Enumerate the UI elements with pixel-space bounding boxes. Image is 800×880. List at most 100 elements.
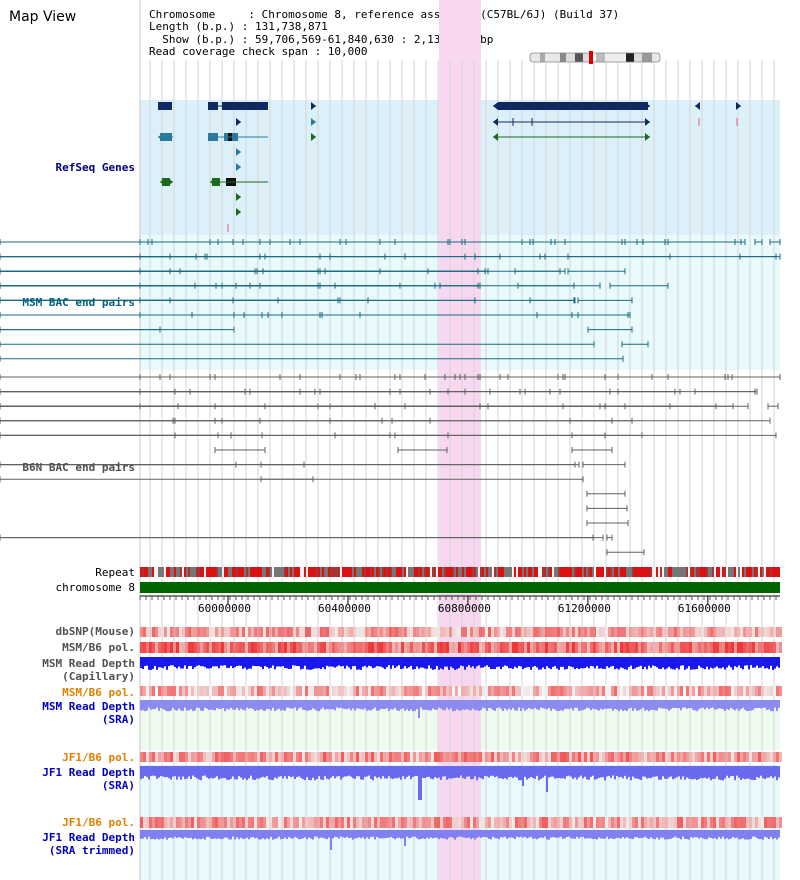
ideogram-band: [566, 53, 575, 62]
repeat-block: [700, 567, 702, 577]
gene-arrow: [645, 102, 650, 110]
dbsnp-strip: [191, 627, 194, 637]
msm-capillary-depth-bar: [196, 657, 198, 666]
jf1-pol-strip-1: [485, 752, 488, 762]
jf1-trimmed-depth-bar: [422, 830, 424, 839]
repeat-block: [488, 567, 490, 577]
jf1-sra-depth-bar: [222, 766, 224, 779]
jf1-pol-strip-1: [347, 752, 350, 762]
repeat-block: [630, 567, 632, 577]
jf1-pol-strip-2: [509, 817, 512, 828]
msm-pol-strip-2: [404, 686, 407, 696]
jf1-pol-strip-2: [659, 817, 662, 828]
jf1-sra-depth-bar: [200, 766, 202, 781]
msm-sra-depth-bar: [308, 700, 310, 711]
gene-arrow: [695, 102, 700, 110]
msm-sra-depth-bar: [424, 700, 426, 710]
msm-pol-strip-2: [476, 686, 479, 696]
dbsnp-strip: [461, 627, 464, 637]
jf1-trimmed-depth-bar: [686, 830, 688, 840]
msm-capillary-depth-bar: [524, 657, 526, 668]
jf1-sra-depth-bar: [236, 766, 238, 780]
jf1-pol-strip-1: [764, 752, 767, 762]
jf1-pol-strip-2: [668, 817, 671, 828]
jf1-pol-strip-1: [494, 752, 497, 762]
msm-pol-strip-2: [500, 686, 503, 696]
msm-sra-depth-bar: [358, 700, 360, 709]
msm-sra-depth-bar: [598, 700, 600, 711]
gene-arrow: [493, 133, 498, 141]
repeat-block: [716, 567, 718, 577]
dbsnp-strip: [587, 627, 590, 637]
jf1-trimmed-depth-bar: [198, 830, 200, 839]
msm-pol-strip-2: [572, 686, 575, 696]
msm-capillary-depth-bar: [610, 657, 612, 667]
jf1-trimmed-depth-bar: [544, 830, 546, 837]
jf1-trimmed-depth-bar: [684, 830, 686, 839]
msm-sra-depth-bar: [762, 700, 764, 708]
jf1-pol-strip-2: [500, 817, 503, 828]
jf1-sra-depth-bar: [754, 766, 756, 781]
jf1-pol-strip-1: [227, 752, 230, 762]
jf1-sra-depth-bar: [466, 766, 468, 777]
jf1-pol-strip-1: [386, 752, 389, 762]
msm-pol-strip-2: [455, 686, 458, 696]
jf1-pol-strip-2: [317, 817, 320, 828]
msm-sra-depth-bar: [418, 700, 420, 718]
msm-pol-strip-1: [749, 642, 752, 653]
dbsnp-strip: [224, 627, 227, 637]
repeat-block: [648, 567, 650, 577]
jf1-trimmed-depth-bar: [718, 830, 720, 837]
jf1-sra-depth-bar: [630, 766, 632, 781]
jf1-pol-strip-1: [602, 752, 605, 762]
jf1-pol-strip-1: [575, 752, 578, 762]
jf1-trimmed-depth-bar: [672, 830, 674, 838]
dbsnp-strip: [227, 627, 230, 637]
repeat-block: [378, 567, 380, 577]
dbsnp-strip: [245, 627, 248, 637]
repeat-block: [504, 567, 506, 577]
msm-sra-depth-bar: [186, 700, 188, 711]
msm-capillary-depth-bar: [418, 657, 420, 669]
msm-pol-strip-1: [479, 642, 482, 653]
jf1-pol-strip-2: [572, 817, 575, 828]
jf1-sra-depth-bar: [590, 766, 592, 777]
jf1-pol-strip-1: [566, 752, 569, 762]
repeat-block: [450, 567, 452, 577]
jf1-trimmed-depth-bar: [776, 830, 778, 840]
dbsnp-strip: [524, 627, 527, 637]
msm-pol-strip-1: [203, 642, 206, 653]
jf1-pol-strip-2: [536, 817, 539, 828]
msm-pol-strip-1: [416, 642, 419, 653]
msm-sra-depth-bar: [724, 700, 726, 711]
dbsnp-strip: [533, 627, 536, 637]
jf1-pol-strip-2: [617, 817, 620, 828]
ideogram-band: [596, 53, 605, 62]
jf1-trimmed-depth-bar: [158, 830, 160, 840]
jf1-sra-depth-bar: [246, 766, 248, 781]
jf1-pol-strip-2: [176, 817, 179, 828]
jf1-sra-depth-bar: [456, 766, 458, 778]
jf1-trimmed-depth-bar: [520, 830, 522, 837]
repeat-block: [294, 567, 296, 577]
jf1-pol-strip-1: [293, 752, 296, 762]
msm-capillary-depth-bar: [260, 657, 262, 667]
jf1-sra-depth-bar: [360, 766, 362, 780]
jf1-trimmed-depth-bar: [512, 830, 514, 838]
msm-capillary-depth-bar: [352, 657, 354, 667]
jf1-pol-strip-2: [728, 817, 731, 828]
repeat-block: [258, 567, 260, 577]
jf1-trimmed-depth-bar: [350, 830, 352, 838]
msm-sra-depth-bar: [718, 700, 720, 709]
dbsnp-strip: [476, 627, 479, 637]
msm-capillary-depth-bar: [658, 657, 660, 669]
msm-capillary-depth-bar: [760, 657, 762, 668]
jf1-sra-depth-bar: [478, 766, 480, 778]
msm-pol-strip-1: [302, 642, 305, 653]
msm-capillary-depth-bar: [400, 657, 402, 670]
msm-capillary-depth-bar: [734, 657, 736, 667]
msm-capillary-depth-bar: [436, 657, 438, 666]
jf1-sra-depth-bar: [212, 766, 214, 779]
repeat-block: [438, 567, 440, 577]
